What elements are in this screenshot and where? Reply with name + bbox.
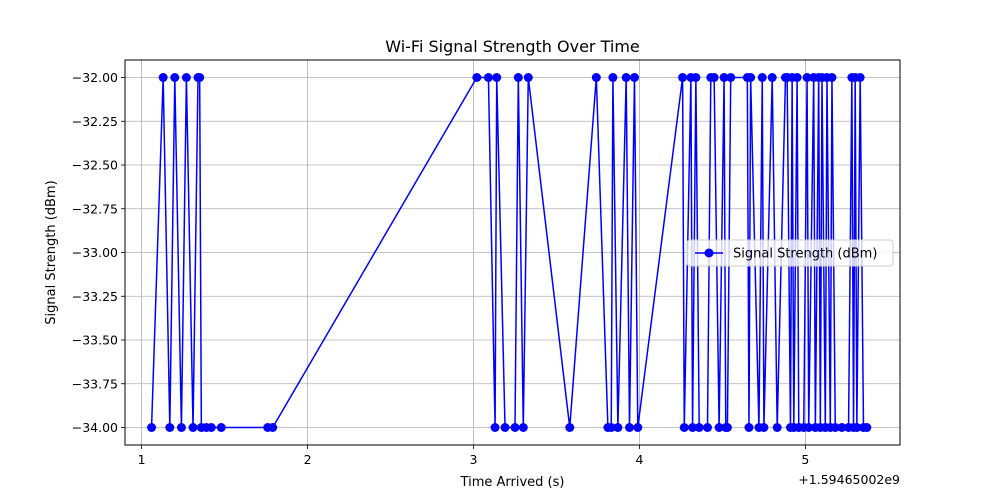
data-point [613, 423, 623, 432]
y-tick-label: −33.50 [72, 333, 118, 348]
data-point [472, 73, 482, 82]
data-point [176, 423, 186, 432]
data-point [792, 73, 802, 82]
data-point [513, 73, 523, 82]
data-point [608, 73, 618, 82]
data-point [625, 423, 634, 432]
x-tick-label: 4 [635, 452, 643, 467]
data-point [719, 73, 729, 82]
data-point [679, 423, 689, 432]
data-point [688, 423, 698, 432]
y-tick-label: −32.75 [72, 201, 118, 216]
x-axis-ticks: 1 2 3 4 5 [138, 445, 809, 467]
data-point [629, 73, 639, 82]
data-point [862, 423, 872, 432]
y-tick-label: −33.75 [72, 376, 118, 391]
data-point [830, 423, 840, 432]
data-point [726, 73, 736, 82]
data-point [195, 73, 205, 82]
data-point [523, 73, 533, 82]
data-point [772, 423, 782, 432]
y-tick-label: −34.00 [72, 420, 118, 435]
chart-title: Wi-Fi Signal Strength Over Time [385, 37, 640, 56]
data-point [621, 73, 631, 82]
data-point [852, 423, 862, 432]
legend-box [686, 239, 894, 267]
y-tick-label: −32.00 [72, 70, 118, 85]
y-tick-label: −32.25 [72, 114, 118, 129]
x-axis-label: Time Arrived (s) [460, 475, 565, 490]
x-tick-label: 1 [138, 452, 146, 467]
data-point [165, 423, 175, 432]
data-point [767, 73, 777, 82]
data-point [804, 423, 814, 432]
data-point [510, 423, 520, 432]
data-point [709, 73, 719, 82]
data-point [170, 73, 180, 82]
data-point [490, 423, 500, 432]
data-point [206, 423, 216, 432]
x-axis-offset-label: +1.59465002e9 [798, 472, 900, 487]
data-point [802, 73, 812, 82]
y-tick-label: −33.00 [72, 245, 118, 260]
legend: Signal Strength (dBm) [686, 239, 894, 267]
legend-marker-swatch [704, 248, 714, 258]
data-point [633, 423, 643, 432]
data-point [268, 423, 278, 432]
x-tick-label: 2 [304, 452, 312, 467]
data-point [746, 73, 756, 82]
data-point [591, 73, 601, 82]
data-point [483, 73, 493, 82]
data-point [500, 423, 510, 432]
data-point [518, 423, 528, 432]
data-point [702, 423, 712, 432]
data-point [827, 73, 837, 82]
data-point [757, 73, 767, 82]
data-point [188, 423, 198, 432]
legend-entry-label: Signal Strength (dBm) [733, 247, 877, 262]
data-point [147, 423, 157, 432]
x-tick-label: 5 [801, 452, 809, 467]
y-axis-label: Signal Strength (dBm) [44, 180, 59, 324]
data-point [694, 423, 704, 432]
x-tick-label: 3 [470, 452, 478, 467]
data-point [714, 423, 724, 432]
data-point [181, 73, 191, 82]
y-tick-label: −33.25 [72, 289, 118, 304]
data-point [492, 73, 502, 82]
data-point [855, 73, 865, 82]
data-point [722, 423, 732, 432]
data-point [606, 423, 616, 432]
data-point [158, 73, 168, 82]
data-point [744, 423, 754, 432]
series-layer [147, 73, 872, 432]
data-point [837, 423, 847, 432]
data-point [216, 423, 226, 432]
data-point [691, 73, 701, 82]
y-tick-label: −32.50 [72, 158, 118, 173]
data-point [678, 73, 688, 82]
data-point [565, 423, 575, 432]
y-axis-ticks: −32.00 −32.25 −32.50 −32.75 −33.00 −33.25 −33.… [72, 70, 125, 435]
data-point [759, 423, 769, 432]
